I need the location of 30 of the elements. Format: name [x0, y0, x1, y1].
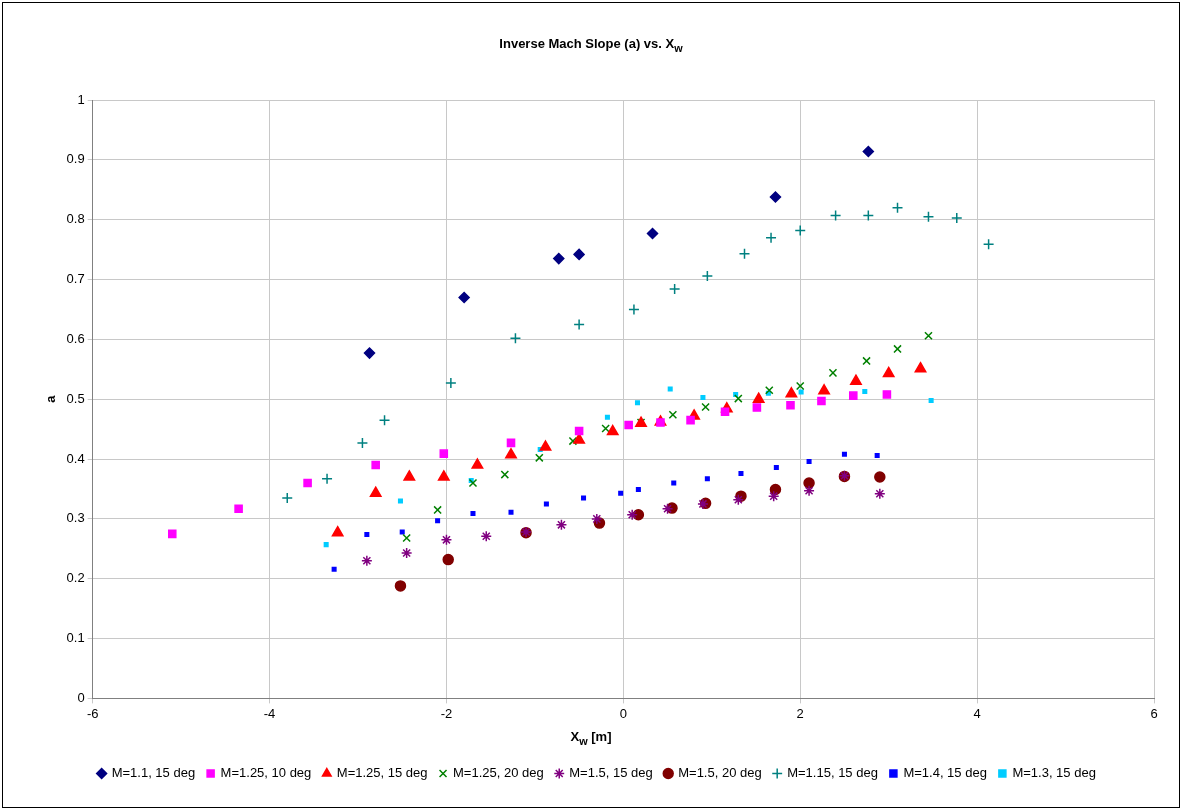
y-tick-label: 0.8	[66, 211, 85, 227]
legend-label: M=1.15, 15 deg	[787, 765, 878, 781]
x-axis-title: X$_{w}$ [m]	[569, 729, 613, 747]
x-tick-label: -2	[440, 705, 453, 721]
legend-label: M=1.25, 10 deg	[220, 765, 312, 781]
legend-label: M=1.4, 15 deg	[903, 765, 987, 781]
y-axis-title: a	[43, 394, 59, 403]
x-tick-label: -4	[263, 705, 276, 721]
y-tick-label: 0.2	[66, 570, 85, 586]
x-tick-label: 4	[973, 705, 981, 721]
legend-label: M=1.25, 20 deg	[453, 765, 544, 781]
legend-label: M=1.1, 15 deg	[111, 765, 196, 781]
y-tick-label: 0	[77, 689, 85, 705]
y-tick-label: 0.9	[66, 151, 85, 167]
y-tick-label: 0.4	[66, 450, 85, 466]
y-tick-label: 0.7	[66, 271, 85, 287]
y-tick-label: 0.5	[66, 390, 85, 406]
legend-label: M=1.3, 15 deg	[1012, 765, 1096, 781]
x-tick-label: 0	[619, 705, 627, 721]
x-tick-label: 6	[1150, 705, 1158, 721]
chart-title: Inverse Mach Slope (a) vs. X$_{w}$	[498, 36, 684, 54]
legend-label: M=1.5, 15 deg	[569, 765, 653, 781]
legend-label: M=1.25, 15 deg	[336, 765, 428, 781]
y-tick-label: 0.6	[66, 330, 85, 346]
y-tick-label: 0.3	[66, 510, 85, 526]
y-tick-label: 1	[77, 91, 85, 107]
legend-label: M=1.5, 20 deg	[678, 765, 762, 781]
x-tick-label: 2	[796, 705, 804, 721]
x-tick-label: -6	[86, 705, 99, 721]
y-tick-label: 0.1	[66, 630, 85, 646]
